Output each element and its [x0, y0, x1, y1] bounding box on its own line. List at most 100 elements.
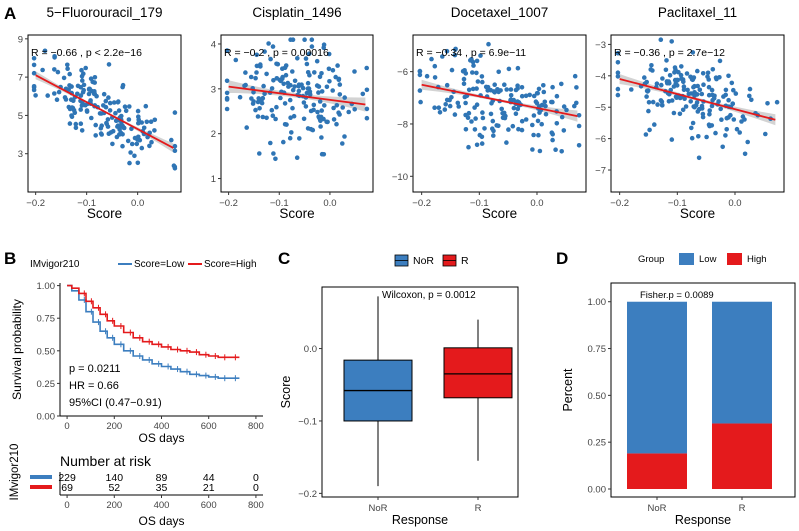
- data-point: [474, 58, 480, 64]
- x-tick-label: 800: [248, 421, 264, 432]
- data-point: [496, 89, 501, 95]
- legend-title: IMvigor210: [30, 259, 80, 270]
- data-point: [437, 110, 443, 115]
- data-point: [473, 116, 478, 121]
- data-point: [530, 122, 535, 128]
- data-point: [106, 131, 112, 136]
- data-point: [681, 79, 686, 85]
- data-point: [436, 105, 442, 110]
- data-point: [463, 71, 469, 76]
- data-point: [531, 132, 536, 138]
- legend-label-high: High: [747, 254, 767, 265]
- data-point: [340, 141, 345, 146]
- data-point: [93, 122, 98, 128]
- data-point: [707, 112, 712, 117]
- data-point: [678, 72, 684, 78]
- data-point: [699, 103, 705, 109]
- data-point: [331, 117, 337, 122]
- data-point: [480, 110, 485, 115]
- data-point: [78, 121, 84, 126]
- data-point: [536, 132, 541, 138]
- data-point: [615, 70, 621, 75]
- stat-text: 95%CI (0.47−0.91): [69, 397, 162, 409]
- data-point: [300, 85, 306, 91]
- data-point: [652, 122, 657, 127]
- data-point: [711, 95, 717, 101]
- data-point: [67, 121, 73, 126]
- data-point: [148, 119, 154, 124]
- data-point: [479, 141, 485, 146]
- data-point: [488, 111, 494, 117]
- data-point: [67, 71, 72, 77]
- data-point: [642, 75, 647, 80]
- data-point: [470, 70, 475, 75]
- data-point: [309, 37, 315, 42]
- data-point: [269, 86, 275, 91]
- data-point: [63, 97, 69, 102]
- data-point: [291, 113, 297, 119]
- data-point: [519, 127, 525, 133]
- data-point: [261, 83, 266, 89]
- data-point: [469, 119, 474, 124]
- box-r: [443, 347, 513, 399]
- data-point: [688, 99, 693, 104]
- data-point: [83, 65, 88, 71]
- data-point: [65, 66, 70, 71]
- data-point: [105, 117, 111, 122]
- stat-text: p = 0.0211: [69, 363, 120, 375]
- data-point: [539, 102, 545, 108]
- data-point: [654, 81, 660, 86]
- data-point: [303, 56, 309, 61]
- data-point: [315, 109, 320, 115]
- data-point: [731, 117, 737, 122]
- data-point: [733, 91, 739, 96]
- panel-label-c: C: [278, 249, 290, 268]
- data-point: [729, 80, 735, 86]
- data-point: [468, 58, 473, 63]
- data-point: [71, 98, 76, 103]
- data-point: [691, 84, 696, 90]
- data-point: [286, 84, 291, 89]
- data-point: [443, 102, 449, 107]
- data-point: [550, 137, 555, 143]
- data-point: [121, 125, 127, 131]
- x-tick-label: −0.1: [470, 198, 489, 209]
- data-point: [717, 75, 722, 80]
- y-tick-label: −3: [595, 40, 606, 51]
- data-point: [105, 124, 111, 129]
- data-point: [336, 76, 342, 82]
- data-point: [322, 103, 327, 108]
- data-point: [669, 39, 674, 44]
- regression-line: [619, 78, 776, 121]
- y-tick-label: 1: [211, 174, 216, 185]
- y-tick-label: 5: [18, 111, 23, 122]
- data-point: [89, 115, 94, 121]
- y-axis-label: Survival probability: [10, 299, 24, 400]
- y-tick-label: 2: [211, 129, 216, 140]
- data-point: [680, 107, 686, 113]
- data-point: [549, 130, 555, 135]
- data-point: [264, 71, 269, 77]
- data-point: [480, 79, 485, 85]
- data-point: [705, 74, 710, 79]
- survival-curve-high: [67, 284, 240, 359]
- data-point: [224, 95, 230, 101]
- data-point: [115, 100, 121, 105]
- data-point: [535, 118, 541, 124]
- data-point: [319, 71, 324, 76]
- data-point: [615, 92, 621, 98]
- data-point: [283, 72, 289, 78]
- data-point: [116, 108, 122, 113]
- data-point: [152, 117, 158, 123]
- data-point: [110, 141, 115, 147]
- data-point: [244, 125, 249, 130]
- data-point: [88, 98, 93, 103]
- data-point: [561, 104, 567, 109]
- data-point: [78, 84, 83, 90]
- data-point: [73, 125, 79, 131]
- data-point: [763, 131, 768, 137]
- data-point: [508, 98, 513, 103]
- data-point: [466, 87, 472, 93]
- data-point: [31, 70, 37, 76]
- data-point: [644, 79, 649, 85]
